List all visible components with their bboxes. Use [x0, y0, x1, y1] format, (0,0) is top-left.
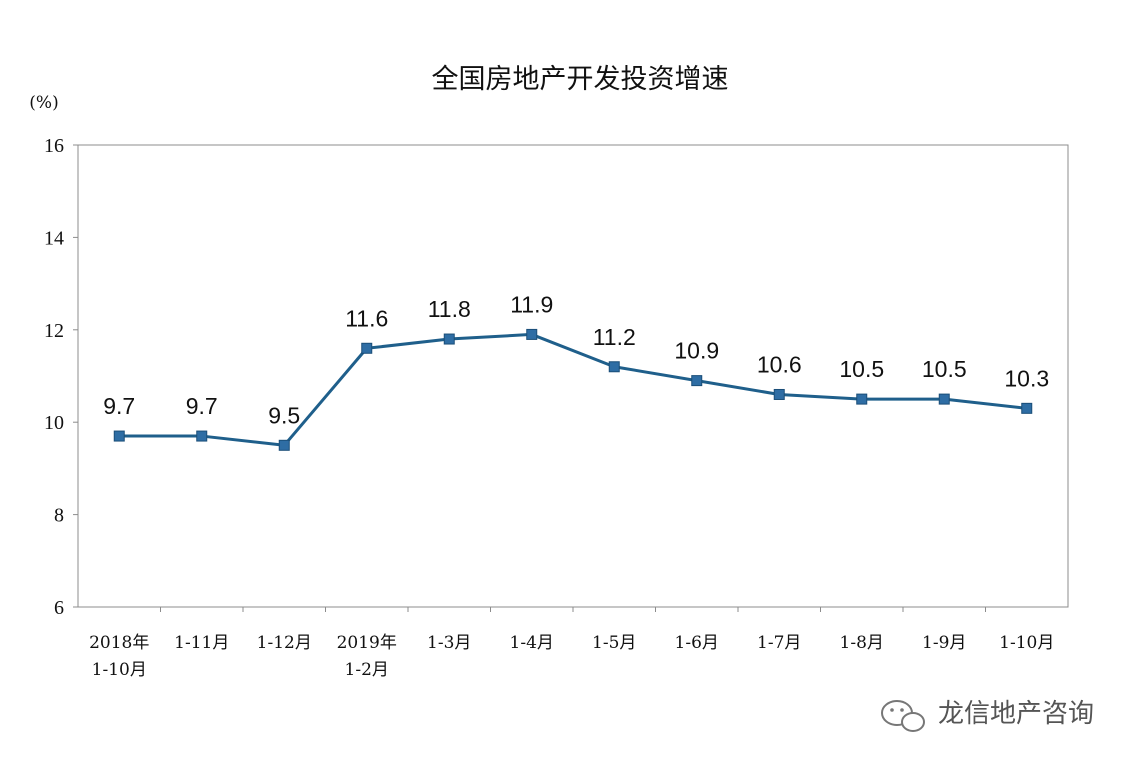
- x-tick-label: 1-2月: [345, 660, 389, 680]
- data-point-marker: [938, 393, 950, 405]
- wechat-bubble-icon: [881, 700, 925, 732]
- data-label: 11.8: [428, 296, 471, 322]
- data-label: 9.7: [103, 393, 135, 419]
- x-axis: 2018年 1-10月 1-11月 1-12月 2019年 1-2月 1-3月 1-4月 1-5…: [89, 607, 1054, 680]
- chart-title: 全国房地产开发投资增速: [432, 64, 729, 95]
- data-point-marker: [773, 388, 785, 400]
- y-tick-label: 16: [44, 135, 64, 157]
- data-point-marker: [608, 361, 620, 373]
- data-label: 11.9: [510, 291, 553, 317]
- data-label: 10.5: [922, 356, 967, 382]
- data-point-marker: [691, 375, 703, 387]
- x-tick-label: 1-9月: [922, 633, 966, 653]
- x-tick-label: 1-12月: [257, 633, 312, 653]
- data-label: 10.6: [757, 351, 802, 377]
- y-tick-label: 6: [54, 597, 64, 619]
- data-label: 10.5: [839, 356, 884, 382]
- x-tick-label: 1-3月: [427, 633, 471, 653]
- data-point-marker: [443, 333, 455, 345]
- x-tick-label: 1-11月: [174, 633, 229, 653]
- x-tick-label: 1-4月: [510, 633, 554, 653]
- data-point-marker: [856, 393, 868, 405]
- y-tick-label: 8: [54, 505, 64, 527]
- y-tick-label: 14: [44, 227, 64, 249]
- data-point-marker: [278, 439, 290, 451]
- y-tick-label: 12: [44, 320, 64, 342]
- x-tick-label: 1-8月: [840, 633, 884, 653]
- series: [113, 328, 1033, 451]
- data-point-marker: [196, 430, 208, 442]
- x-tick-label: 2018年: [89, 633, 149, 653]
- data-point-marker: [526, 328, 538, 340]
- data-point-marker: [361, 342, 373, 354]
- data-label: 11.6: [345, 305, 388, 331]
- data-point-marker: [113, 430, 125, 442]
- watermark-text: 龙信地产咨询: [938, 699, 1094, 729]
- x-tick-label: 1-10月: [92, 660, 147, 680]
- plot-frame: [77, 144, 1069, 608]
- data-label: 10.3: [1004, 365, 1049, 391]
- watermark: 龙信地产咨询: [881, 699, 1094, 732]
- data-label: 10.9: [674, 338, 719, 364]
- y-axis-unit: (%): [29, 93, 58, 113]
- x-tick-label: 1-6月: [675, 633, 719, 653]
- y-tick-label: 10: [44, 412, 64, 434]
- data-label: 9.5: [268, 402, 300, 428]
- data-point-marker: [1021, 402, 1033, 414]
- data-label: 9.7: [186, 393, 218, 419]
- data-labels: 9.7 9.7 9.5 11.6 11.8 11.9 11.2 10.9 10.6 10.5 10.…: [103, 291, 1049, 428]
- x-tick-label: 1-10月: [999, 633, 1054, 653]
- y-axis: 6 8 10 12 14 16: [44, 135, 78, 619]
- x-tick-label: 2019年: [337, 633, 397, 653]
- x-tick-label: 1-7月: [757, 633, 801, 653]
- series-line: [119, 332, 1027, 447]
- data-label: 11.2: [593, 324, 636, 350]
- x-tick-label: 1-5月: [592, 633, 636, 653]
